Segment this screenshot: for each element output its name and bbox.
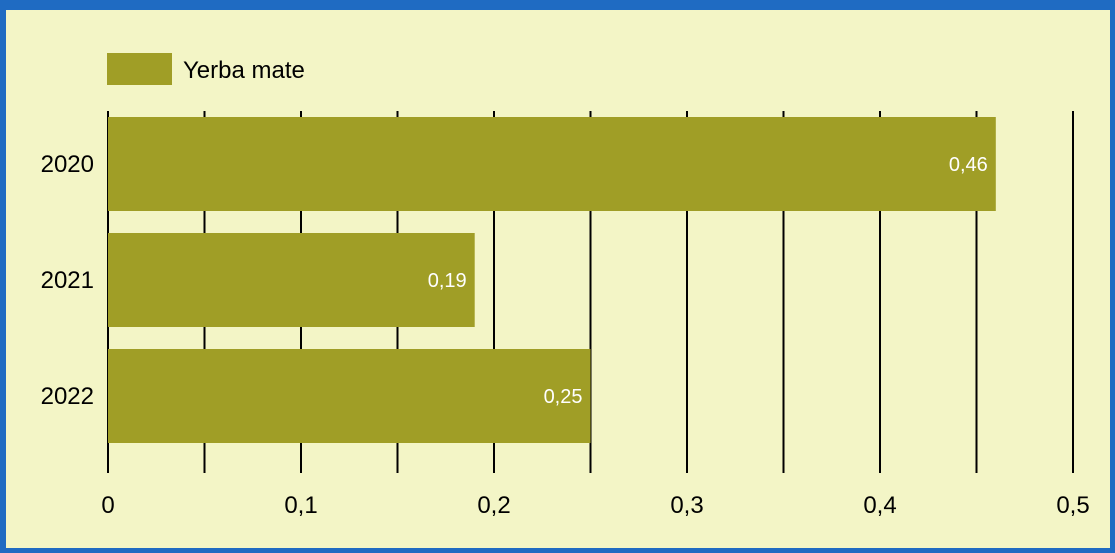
chart-frame: 0,46 0,19 0,25 0 0,1 0,2 0,3 0,4 0,5 2020 2021 202…	[6, 10, 1110, 548]
data-label: 0,46	[949, 154, 988, 176]
bar	[108, 117, 996, 211]
bars	[108, 117, 996, 443]
bar	[108, 349, 591, 443]
x-tick-label: 0,5	[1056, 492, 1089, 519]
axes: 0 0,1 0,2 0,3 0,4 0,5 2020 2021 2022	[41, 151, 1090, 519]
y-category-label: 2021	[41, 267, 94, 294]
x-tick-label: 0,3	[670, 492, 703, 519]
data-labels: 0,46 0,19 0,25	[428, 154, 988, 408]
x-tick-label: 0,2	[477, 492, 510, 519]
legend: Yerba mate	[107, 53, 305, 85]
x-tick-label: 0,4	[863, 492, 896, 519]
y-category-label: 2020	[41, 151, 94, 178]
x-tick-label: 0,1	[284, 492, 317, 519]
y-category-label: 2022	[41, 383, 94, 410]
bar	[108, 233, 475, 327]
legend-swatch	[107, 53, 172, 85]
data-label: 0,19	[428, 270, 467, 292]
x-tick-label: 0	[101, 492, 114, 519]
data-label: 0,25	[544, 386, 583, 408]
bar-chart: 0,46 0,19 0,25 0 0,1 0,2 0,3 0,4 0,5 2020 2021 202…	[41, 53, 1090, 519]
legend-label: Yerba mate	[183, 57, 305, 84]
